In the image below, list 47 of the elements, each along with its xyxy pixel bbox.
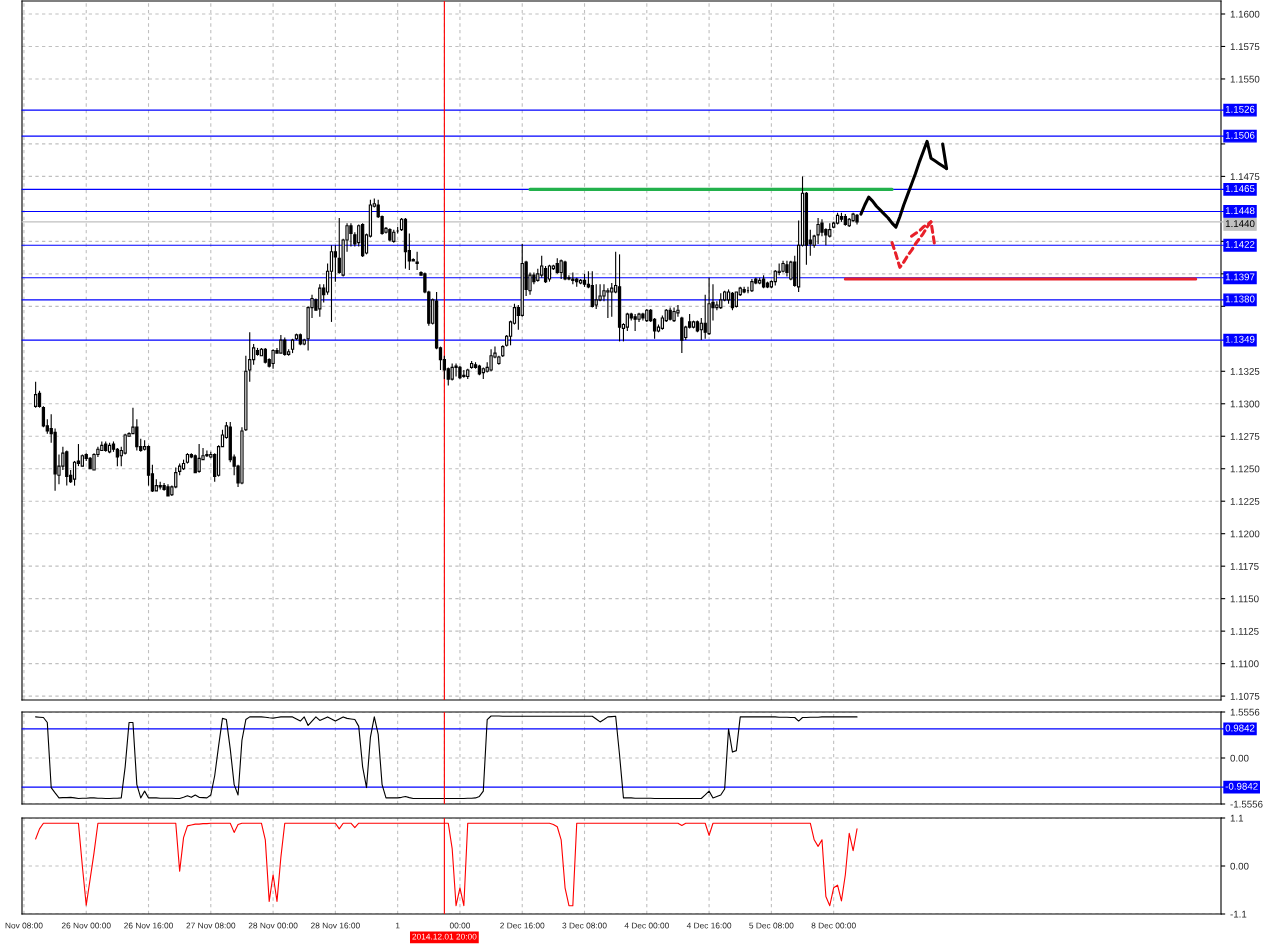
x-tick-label: Nov 08:00: [5, 922, 43, 929]
y-tick-label: -1.5556: [1230, 800, 1263, 808]
y-tick-label: 1.1300: [1230, 400, 1260, 408]
y-tick-label: 1.1150: [1230, 595, 1259, 603]
y-tick-label: 1.1575: [1230, 43, 1260, 51]
x-tick-label: 26 Nov 00:00: [61, 922, 111, 929]
x-tick-label: 2 Dec 16:00: [500, 922, 545, 929]
x-tick-label: 1: [395, 922, 400, 929]
y-tick-label: 1.1: [1230, 814, 1244, 822]
x-tick-label: 3 Dec 08:00: [562, 922, 607, 929]
y-tick-label: 1.1600: [1230, 10, 1260, 18]
ref-line-label: 1.1465: [1225, 185, 1255, 192]
x-tick-label: 4 Dec 00:00: [624, 922, 669, 929]
y-tick-label: 1.1225: [1230, 497, 1260, 505]
ref-line-label: 1.1422: [1225, 240, 1255, 248]
ref-line-label: 0.9842: [1225, 724, 1255, 732]
x-tick-label: 8 Dec 00:00: [811, 922, 856, 929]
y-tick-label: 1.1075: [1230, 692, 1260, 700]
y-tick-label: 1.1275: [1230, 432, 1260, 440]
x-tick-label: 28 Nov 00:00: [248, 922, 298, 929]
y-tick-label: 1.1550: [1230, 75, 1260, 83]
y-tick-label: 0.00: [1230, 754, 1249, 762]
ref-line-label: 1.1526: [1225, 105, 1255, 113]
x-tick-label: 4 Dec 16:00: [686, 922, 732, 929]
ref-line-label: 1.1440: [1225, 220, 1255, 228]
ref-line-label: 1.1397: [1225, 273, 1255, 281]
ref-line-label: 1.1506: [1225, 131, 1255, 139]
y-tick-label: 1.1250: [1230, 465, 1260, 473]
y-tick-label: 1.1125: [1230, 627, 1259, 635]
y-tick-label: 1.1475: [1230, 173, 1260, 181]
ref-line-label: 1.1380: [1225, 295, 1255, 303]
x-tick-label: 5 Dec 08:00: [749, 922, 794, 929]
y-tick-label: 1.1325: [1230, 368, 1260, 375]
ref-line-label: 1.1349: [1225, 335, 1255, 343]
y-tick-label: 1.1200: [1230, 530, 1260, 538]
y-tick-label: -1.1: [1230, 910, 1247, 918]
ref-line-label: -0.9842: [1225, 782, 1258, 790]
x-tick-label: 26 Nov 16:00: [124, 922, 173, 929]
y-tick-label: 0.00: [1230, 862, 1249, 870]
x-tick-label: 00:00: [449, 922, 471, 929]
y-tick-label: 1.1175: [1230, 563, 1259, 570]
ref-line-label: 1.1448: [1225, 207, 1255, 215]
x-tick-label: 27 Nov 08:00: [186, 922, 236, 929]
y-tick-label: 1.1100: [1230, 660, 1259, 668]
y-tick-label: 1.5556: [1230, 708, 1260, 716]
x-tick-label: 2014.12.01 20:00: [412, 933, 477, 940]
x-tick-label: 28 Nov 16:00: [311, 922, 360, 929]
